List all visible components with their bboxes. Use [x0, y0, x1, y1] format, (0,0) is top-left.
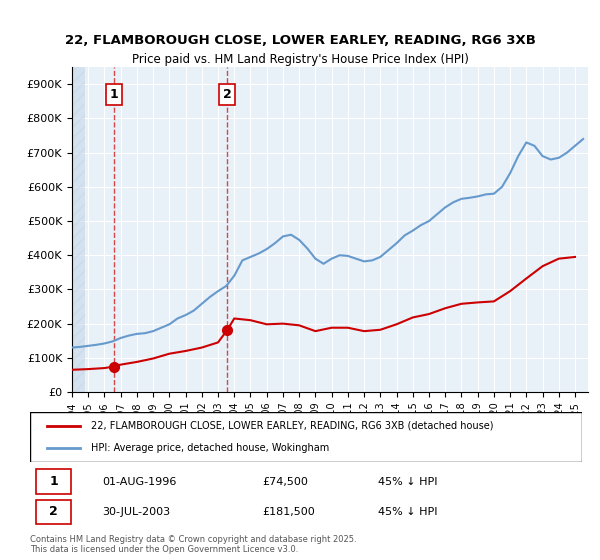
FancyBboxPatch shape: [35, 469, 71, 494]
Text: 1: 1: [49, 475, 58, 488]
Text: 22, FLAMBOROUGH CLOSE, LOWER EARLEY, READING, RG6 3XB (detached house): 22, FLAMBOROUGH CLOSE, LOWER EARLEY, REA…: [91, 421, 493, 431]
Text: 2: 2: [223, 88, 232, 101]
Text: 1: 1: [109, 88, 118, 101]
FancyBboxPatch shape: [35, 500, 71, 524]
Text: Contains HM Land Registry data © Crown copyright and database right 2025.
This d: Contains HM Land Registry data © Crown c…: [30, 535, 356, 554]
Text: Price paid vs. HM Land Registry's House Price Index (HPI): Price paid vs. HM Land Registry's House …: [131, 53, 469, 66]
Text: £74,500: £74,500: [262, 477, 308, 487]
Text: 01-AUG-1996: 01-AUG-1996: [102, 477, 176, 487]
FancyBboxPatch shape: [30, 412, 582, 462]
Text: 45% ↓ HPI: 45% ↓ HPI: [378, 507, 437, 517]
Text: 2: 2: [49, 505, 58, 519]
Text: 22, FLAMBOROUGH CLOSE, LOWER EARLEY, READING, RG6 3XB: 22, FLAMBOROUGH CLOSE, LOWER EARLEY, REA…: [65, 34, 535, 46]
Text: 30-JUL-2003: 30-JUL-2003: [102, 507, 170, 517]
Text: HPI: Average price, detached house, Wokingham: HPI: Average price, detached house, Woki…: [91, 443, 329, 453]
Text: £181,500: £181,500: [262, 507, 314, 517]
Text: 45% ↓ HPI: 45% ↓ HPI: [378, 477, 437, 487]
